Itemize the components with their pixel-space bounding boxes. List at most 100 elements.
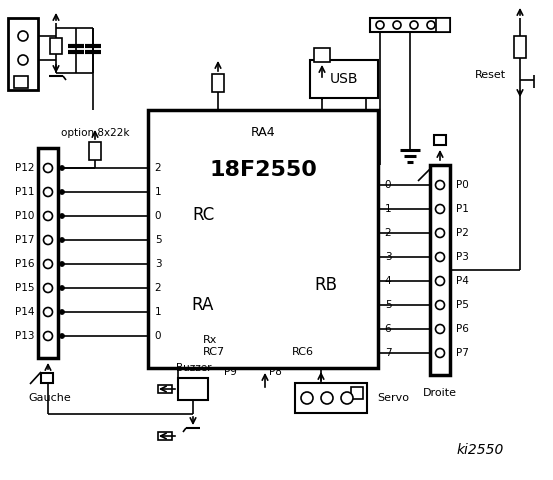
Text: P3: P3 xyxy=(456,252,469,262)
Circle shape xyxy=(436,252,445,262)
Circle shape xyxy=(60,262,65,266)
Circle shape xyxy=(44,332,53,340)
Bar xyxy=(351,387,363,399)
Text: 5: 5 xyxy=(155,235,161,245)
Circle shape xyxy=(376,21,384,29)
Circle shape xyxy=(436,276,445,286)
Text: P1: P1 xyxy=(456,204,469,214)
Text: P2: P2 xyxy=(456,228,469,238)
Circle shape xyxy=(44,164,53,172)
Bar xyxy=(436,18,450,32)
Text: Buzzer: Buzzer xyxy=(176,363,212,373)
Text: P10: P10 xyxy=(14,211,34,221)
Text: RC: RC xyxy=(192,206,214,224)
Circle shape xyxy=(44,308,53,316)
Text: RC7: RC7 xyxy=(203,347,225,357)
Text: RB: RB xyxy=(315,276,337,294)
Text: P13: P13 xyxy=(14,331,34,341)
Text: 18F2550: 18F2550 xyxy=(209,160,317,180)
Text: P11: P11 xyxy=(14,187,34,197)
Bar xyxy=(295,383,367,413)
Text: P12: P12 xyxy=(14,163,34,173)
Text: Droite: Droite xyxy=(423,388,457,398)
Circle shape xyxy=(60,166,65,170)
Text: 3: 3 xyxy=(385,252,392,262)
Circle shape xyxy=(393,21,401,29)
Circle shape xyxy=(60,334,65,338)
Circle shape xyxy=(44,212,53,220)
Text: USB: USB xyxy=(330,72,358,86)
Bar xyxy=(148,110,378,368)
Text: P14: P14 xyxy=(14,307,34,317)
Text: 5: 5 xyxy=(385,300,392,310)
Bar xyxy=(158,385,172,393)
Bar xyxy=(310,60,378,98)
Circle shape xyxy=(436,180,445,190)
Text: RA: RA xyxy=(192,296,214,314)
Circle shape xyxy=(321,392,333,404)
Bar xyxy=(38,148,58,358)
Text: 1: 1 xyxy=(155,307,161,317)
Text: Gauche: Gauche xyxy=(29,393,71,403)
Text: 2: 2 xyxy=(385,228,392,238)
Text: 2: 2 xyxy=(155,283,161,293)
Bar xyxy=(178,378,208,400)
Text: P16: P16 xyxy=(14,259,34,269)
Text: 0: 0 xyxy=(385,180,392,190)
Bar xyxy=(14,76,28,88)
Bar xyxy=(89,142,101,160)
Text: P17: P17 xyxy=(14,235,34,245)
Circle shape xyxy=(436,348,445,358)
Text: 1: 1 xyxy=(155,187,161,197)
Text: 6: 6 xyxy=(385,324,392,334)
Circle shape xyxy=(44,236,53,244)
Text: RC6: RC6 xyxy=(292,347,314,357)
Text: 2: 2 xyxy=(155,163,161,173)
Text: Rx: Rx xyxy=(203,335,217,345)
Text: P15: P15 xyxy=(14,283,34,293)
Text: P4: P4 xyxy=(456,276,469,286)
Text: RA4: RA4 xyxy=(251,125,275,139)
Text: 1: 1 xyxy=(385,204,392,214)
Circle shape xyxy=(44,284,53,292)
Text: 0: 0 xyxy=(155,331,161,341)
Text: 3: 3 xyxy=(155,259,161,269)
Bar xyxy=(212,74,224,92)
Text: option 8x22k: option 8x22k xyxy=(61,128,129,138)
Circle shape xyxy=(427,21,435,29)
Bar xyxy=(514,36,526,58)
Text: P5: P5 xyxy=(456,300,469,310)
Bar xyxy=(158,432,172,440)
Circle shape xyxy=(436,228,445,238)
Circle shape xyxy=(301,392,313,404)
Text: Reset: Reset xyxy=(474,70,505,80)
Text: 0: 0 xyxy=(155,211,161,221)
Circle shape xyxy=(60,214,65,218)
Text: P0: P0 xyxy=(456,180,469,190)
Text: P7: P7 xyxy=(456,348,469,358)
Bar xyxy=(314,48,330,62)
Circle shape xyxy=(44,188,53,196)
Circle shape xyxy=(18,55,28,65)
Text: P6: P6 xyxy=(456,324,469,334)
Bar xyxy=(8,18,38,90)
Circle shape xyxy=(60,286,65,290)
Text: P8: P8 xyxy=(269,367,281,377)
Circle shape xyxy=(436,204,445,214)
Text: Servo: Servo xyxy=(377,393,409,403)
Circle shape xyxy=(341,392,353,404)
Circle shape xyxy=(60,238,65,242)
Circle shape xyxy=(436,324,445,334)
Circle shape xyxy=(60,310,65,314)
Bar xyxy=(50,38,62,54)
Circle shape xyxy=(436,300,445,310)
Text: 4: 4 xyxy=(385,276,392,286)
Text: P9: P9 xyxy=(223,367,237,377)
Bar xyxy=(41,373,53,383)
Circle shape xyxy=(44,260,53,268)
Circle shape xyxy=(18,31,28,41)
Circle shape xyxy=(410,21,418,29)
Text: ki2550: ki2550 xyxy=(456,443,504,457)
Circle shape xyxy=(60,190,65,194)
Bar xyxy=(430,165,450,375)
